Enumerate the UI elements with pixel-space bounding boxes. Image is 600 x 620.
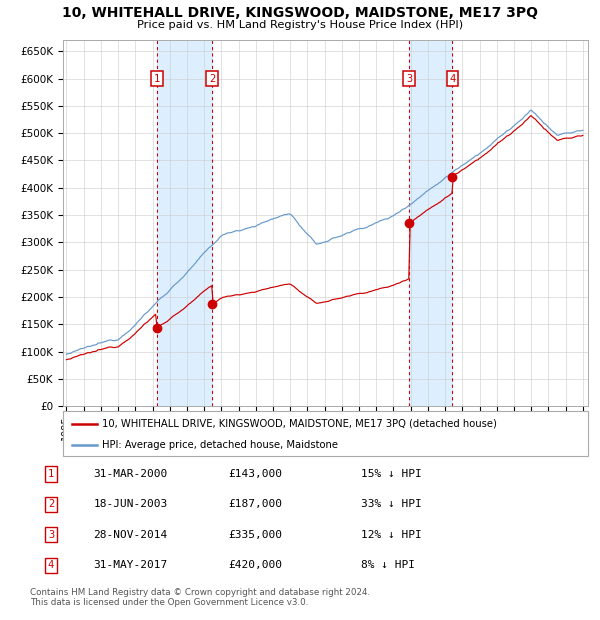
Text: 1: 1 xyxy=(154,74,160,84)
Text: 18-JUN-2003: 18-JUN-2003 xyxy=(94,499,168,510)
Text: £143,000: £143,000 xyxy=(229,469,283,479)
Text: 2: 2 xyxy=(48,499,54,510)
Text: Price paid vs. HM Land Registry's House Price Index (HPI): Price paid vs. HM Land Registry's House … xyxy=(137,20,463,30)
Text: 31-MAY-2017: 31-MAY-2017 xyxy=(94,560,168,570)
Text: £187,000: £187,000 xyxy=(229,499,283,510)
Text: 2: 2 xyxy=(209,74,215,84)
Text: 3: 3 xyxy=(48,529,54,540)
Text: 12% ↓ HPI: 12% ↓ HPI xyxy=(361,529,422,540)
Text: £335,000: £335,000 xyxy=(229,529,283,540)
Bar xyxy=(157,40,212,406)
FancyBboxPatch shape xyxy=(63,411,588,456)
Text: 4: 4 xyxy=(449,74,455,84)
Text: 10, WHITEHALL DRIVE, KINGSWOOD, MAIDSTONE, ME17 3PQ (detached house): 10, WHITEHALL DRIVE, KINGSWOOD, MAIDSTON… xyxy=(103,418,497,428)
Bar xyxy=(409,40,452,406)
Text: 10, WHITEHALL DRIVE, KINGSWOOD, MAIDSTONE, ME17 3PQ: 10, WHITEHALL DRIVE, KINGSWOOD, MAIDSTON… xyxy=(62,6,538,20)
Text: 33% ↓ HPI: 33% ↓ HPI xyxy=(361,499,422,510)
Text: 4: 4 xyxy=(48,560,54,570)
Text: HPI: Average price, detached house, Maidstone: HPI: Average price, detached house, Maid… xyxy=(103,440,338,450)
Text: £420,000: £420,000 xyxy=(229,560,283,570)
Text: 3: 3 xyxy=(406,74,412,84)
Text: 15% ↓ HPI: 15% ↓ HPI xyxy=(361,469,422,479)
Text: 28-NOV-2014: 28-NOV-2014 xyxy=(94,529,168,540)
Text: Contains HM Land Registry data © Crown copyright and database right 2024.
This d: Contains HM Land Registry data © Crown c… xyxy=(30,588,370,607)
Text: 31-MAR-2000: 31-MAR-2000 xyxy=(94,469,168,479)
Text: 1: 1 xyxy=(48,469,54,479)
Text: 8% ↓ HPI: 8% ↓ HPI xyxy=(361,560,415,570)
